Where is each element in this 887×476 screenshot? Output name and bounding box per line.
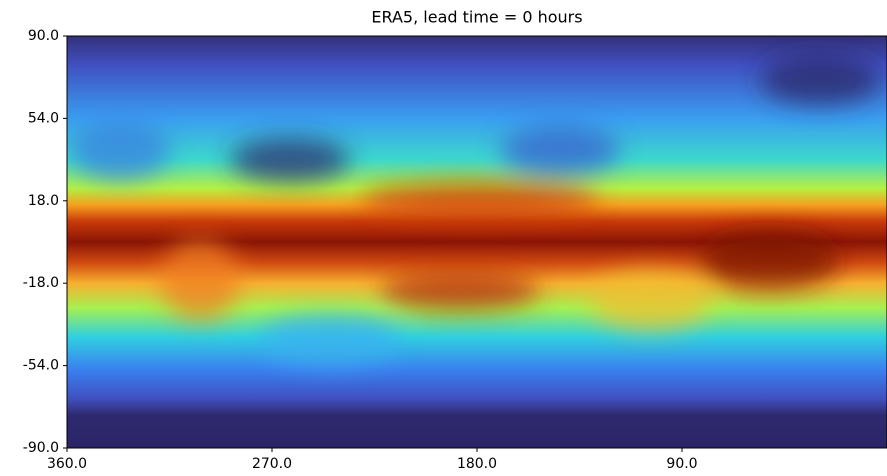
field-image [67,36,887,448]
x-tick-label: 180.0 [457,456,497,472]
y-tick-label: 18.0 [28,193,59,209]
chart-title: ERA5, lead time = 0 hours [371,8,582,27]
y-tick-label: -90.0 [23,440,59,456]
y-tick-label: 90.0 [28,28,59,44]
x-tick-label: 360.0 [47,456,87,472]
y-tick-label: 54.0 [28,110,59,126]
y-tick-label: -18.0 [23,275,59,291]
y-tick-label: -54.0 [23,358,59,374]
x-tick-label: 90.0 [666,456,697,472]
x-tick-label: 270.0 [252,456,292,472]
